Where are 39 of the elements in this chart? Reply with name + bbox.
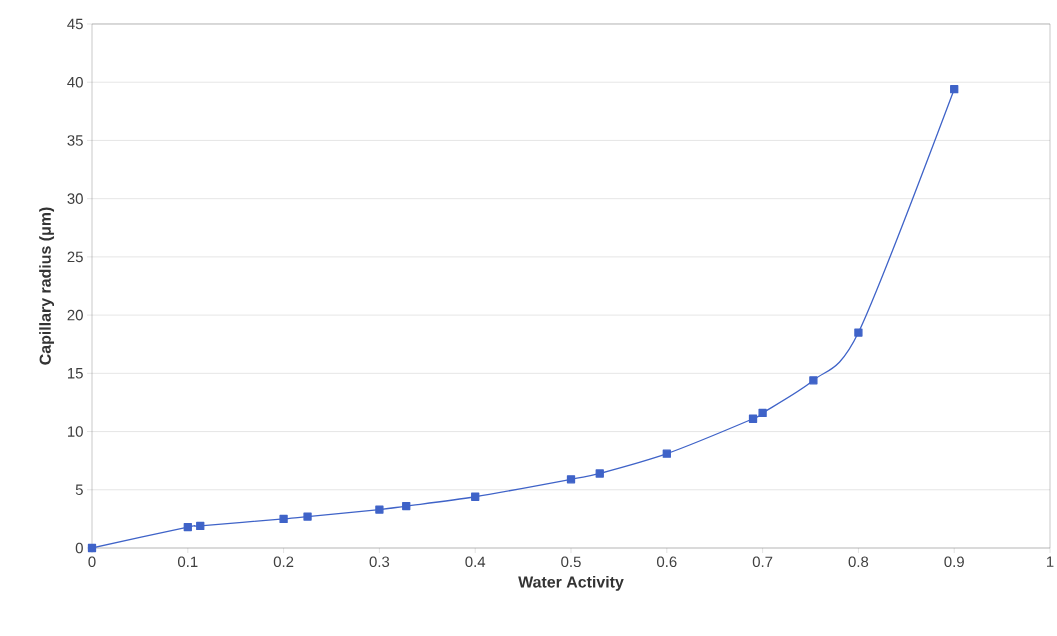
point (662, 449, 671, 458)
point (809, 376, 818, 385)
x-tick-label: 0.3 (369, 556, 390, 568)
point (854, 328, 863, 337)
y-tick-label: 10 (68, 426, 83, 437)
y-axis-title: Capillary radius (μm) (39, 207, 55, 365)
x-tick-label: 0.7 (752, 556, 773, 568)
point (183, 522, 192, 532)
point (375, 505, 384, 514)
x-tick-label: 0.9 (944, 556, 964, 568)
x-tick-label: 0.5 (561, 556, 581, 568)
y-tick-label: 0 (75, 542, 83, 554)
x-tick-label: 0.6 (657, 556, 677, 568)
y-tick-label: 45 (67, 18, 83, 30)
x-tick-label: 0.1 (177, 556, 198, 568)
point (279, 514, 288, 524)
point (748, 414, 758, 423)
x-tick-label: 0.2 (273, 556, 294, 568)
x-tick-label: 0 (88, 556, 96, 568)
y-tick-label: 20 (67, 309, 83, 321)
y-tick-label: 35 (67, 135, 83, 146)
point (566, 475, 576, 484)
point (758, 408, 767, 418)
point (402, 501, 411, 511)
point (471, 492, 480, 501)
x-tick-label: 0.4 (465, 556, 486, 568)
y-tick-label: 40 (67, 76, 83, 88)
point (87, 543, 97, 553)
x-tick-label: 1 (1047, 556, 1054, 567)
x-axis-title: Water Activity (518, 575, 624, 591)
y-tick-label: 15 (68, 368, 83, 379)
point (595, 469, 604, 478)
point (950, 85, 959, 94)
y-tick-label: 25 (67, 251, 83, 263)
y-tick-label: 5 (75, 484, 83, 495)
point (196, 521, 205, 531)
point (303, 512, 312, 521)
y-tick-label: 30 (67, 193, 83, 204)
x-tick-label: 0.8 (848, 556, 869, 568)
